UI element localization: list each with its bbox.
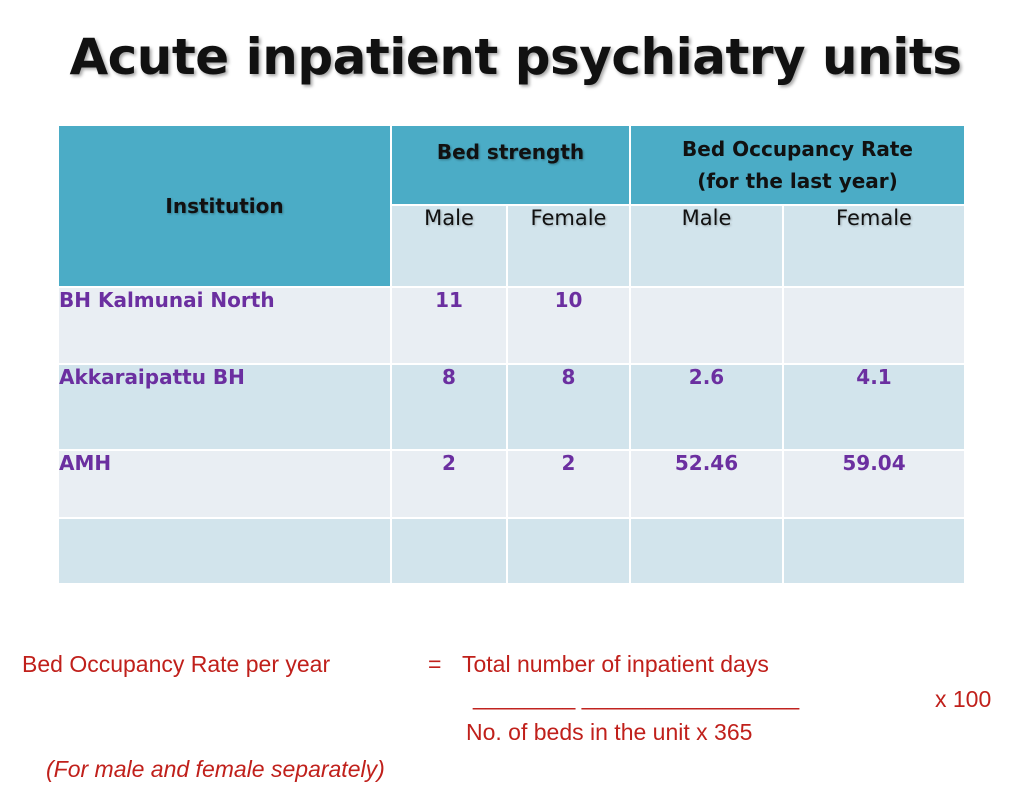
header-bed-strength: Bed strength (390, 124, 631, 206)
header-institution: Institution (57, 124, 392, 288)
cell-occ-female: 4.1 (782, 363, 966, 451)
formula-note: (For male and female separately) (46, 756, 385, 782)
units-table: Institution Bed strength Bed Occupancy R… (57, 124, 966, 585)
cell-bed-female: 8 (506, 363, 631, 451)
table-row (57, 517, 966, 585)
cell-bed-male: 2 (390, 449, 508, 519)
cell-bed-female (506, 517, 631, 585)
subheader-bed-female: Female (506, 204, 631, 288)
page-title: Acute inpatient psychiatry units (69, 28, 962, 86)
subheader-bed-male: Male (390, 204, 508, 288)
cell-occ-female (782, 286, 966, 365)
header-occupancy-rate: Bed Occupancy Rate (for the last year) (629, 124, 966, 206)
table-row: AMH 2 2 52.46 59.04 (57, 449, 966, 519)
cell-institution: AMH (57, 449, 392, 519)
cell-institution: BH Kalmunai North (57, 286, 392, 365)
cell-bed-male (390, 517, 508, 585)
formula-multiplier: x 100 (935, 686, 992, 712)
cell-bed-male: 11 (390, 286, 508, 365)
subheader-occ-male: Male (629, 204, 784, 288)
cell-occ-male (629, 517, 784, 585)
formula-lhs: Bed Occupancy Rate per year (22, 651, 331, 677)
cell-occ-female (782, 517, 966, 585)
cell-occ-male: 2.6 (629, 363, 784, 451)
cell-occ-female: 59.04 (782, 449, 966, 519)
cell-bed-male: 8 (390, 363, 508, 451)
subheader-occ-female: Female (782, 204, 966, 288)
formula-equals: = (428, 651, 442, 677)
cell-bed-female: 2 (506, 449, 631, 519)
cell-occ-male (629, 286, 784, 365)
cell-institution (57, 517, 392, 585)
header-occupancy-line1: Bed Occupancy Rate (682, 137, 913, 161)
formula-denominator: No. of beds in the unit x 365 (466, 719, 753, 745)
formula-numerator: Total number of inpatient days (462, 651, 769, 677)
cell-bed-female: 10 (506, 286, 631, 365)
cell-occ-male: 52.46 (629, 449, 784, 519)
header-occupancy-line2: (for the last year) (697, 169, 898, 193)
cell-institution: Akkaraipattu BH (57, 363, 392, 451)
table-row: BH Kalmunai North 11 10 (57, 286, 966, 365)
formula-divider: ________ _________________ (473, 684, 800, 710)
table-row: Akkaraipattu BH 8 8 2.6 4.1 (57, 363, 966, 451)
